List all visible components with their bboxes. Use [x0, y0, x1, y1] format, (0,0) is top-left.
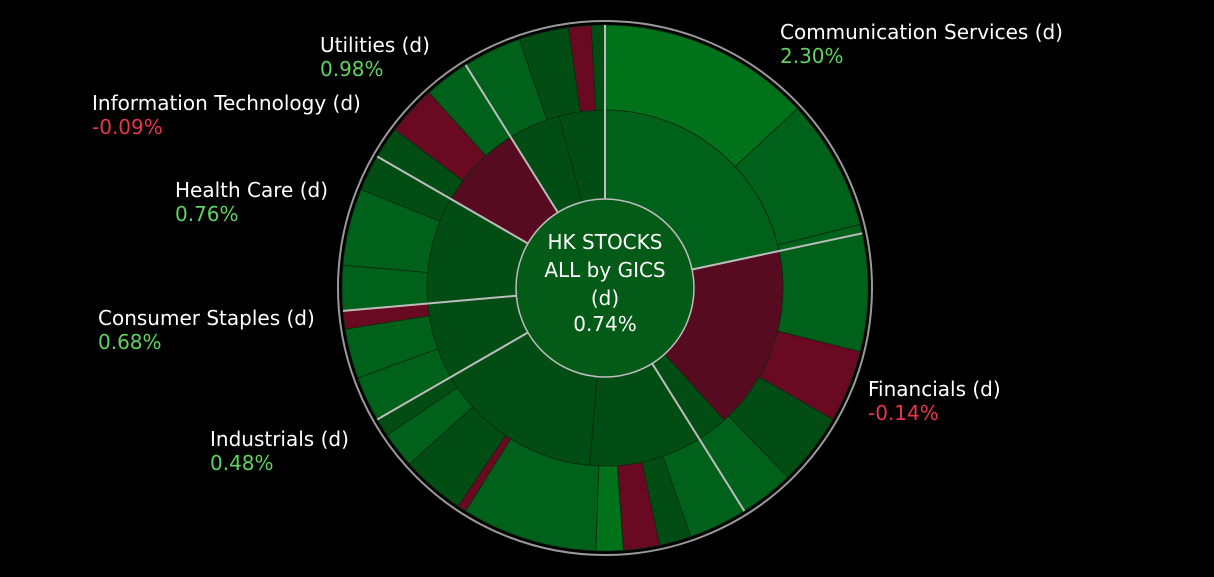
center-title-line-2: ALL by GICS	[544, 258, 665, 282]
sector-divider-3	[376, 331, 529, 421]
sector-name: Utilities (d)	[320, 33, 430, 57]
sector-change: 0.48%	[210, 451, 274, 475]
sector-divider-6	[464, 64, 559, 214]
center-disc	[515, 198, 695, 378]
sector-change: 0.98%	[320, 57, 384, 81]
sector-divider-4	[342, 294, 517, 312]
sector-name: Consumer Staples (d)	[98, 306, 315, 330]
sector-name: Health Care (d)	[175, 178, 328, 202]
sector-label-industrials[interactable]: Industrials (d) 0.48%	[210, 427, 349, 475]
center-value: 0.74%	[573, 312, 637, 336]
sector-name: Information Technology (d)	[92, 91, 361, 115]
sector-name: Communication Services (d)	[780, 20, 1063, 44]
sector-divider-5	[376, 155, 529, 245]
sector-divider-1	[691, 232, 863, 271]
sector-name: Financials (d)	[868, 377, 1001, 401]
sector-label-communication-services[interactable]: Communication Services (d) 2.30%	[780, 20, 1063, 68]
sector-change: 2.30%	[780, 44, 844, 68]
center-title-line-1: HK STOCKS	[548, 230, 663, 254]
sector-label-financials[interactable]: Financials (d) -0.14%	[868, 377, 1001, 425]
outer-ring-segment-2[interactable]	[777, 223, 869, 353]
sector-name: Industrials (d)	[210, 427, 349, 451]
sector-label-health-care[interactable]: Health Care (d) 0.76%	[175, 178, 328, 226]
sector-change: 0.76%	[175, 202, 239, 226]
sector-label-utilities[interactable]: Utilities (d) 0.98%	[320, 33, 430, 81]
sector-label-information-technology[interactable]: Information Technology (d) -0.09%	[92, 91, 361, 139]
sector-change: -0.09%	[92, 115, 163, 139]
center-title-line-3: (d)	[591, 286, 619, 310]
sector-label-consumer-staples[interactable]: Consumer Staples (d) 0.68%	[98, 306, 315, 354]
sector-divider-2	[651, 362, 746, 512]
sector-change: -0.14%	[868, 401, 939, 425]
sector-change: 0.68%	[98, 330, 162, 354]
chart-rim	[337, 20, 873, 556]
